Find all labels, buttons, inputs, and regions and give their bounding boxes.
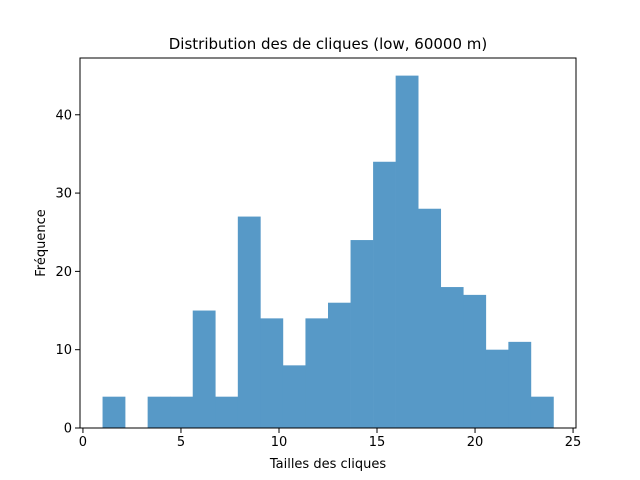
histogram-bar xyxy=(215,396,239,428)
y-tick-label: 40 xyxy=(55,108,72,123)
histogram-bar xyxy=(485,349,509,428)
histogram-bar xyxy=(373,161,396,428)
y-tick-label: 20 xyxy=(55,265,72,280)
chart-title: Distribution des de cliques (low, 60000 … xyxy=(169,35,488,53)
histogram-bar xyxy=(192,310,216,428)
histogram-bar xyxy=(102,396,126,428)
x-tick-label: 10 xyxy=(271,435,288,450)
histogram-bar xyxy=(305,318,329,428)
bars-group xyxy=(102,75,554,429)
histogram-bar xyxy=(260,318,284,428)
histogram-bar xyxy=(170,396,194,428)
x-tick-label: 0 xyxy=(79,435,87,450)
x-tick-label: 25 xyxy=(565,435,582,450)
histogram-bar xyxy=(328,302,351,428)
histogram-bar xyxy=(147,396,171,428)
y-axis-ticks: 0 10 20 30 40 xyxy=(55,108,80,437)
y-tick-label: 10 xyxy=(55,343,72,358)
y-tick-label: 30 xyxy=(55,187,72,202)
y-axis-label: Fréquence xyxy=(34,209,49,276)
histogram-bar xyxy=(395,75,419,429)
x-tick-label: 15 xyxy=(369,435,386,450)
histogram-bar xyxy=(237,216,261,428)
histogram-bar xyxy=(530,396,554,428)
histogram-bar xyxy=(350,240,374,428)
histogram-bar xyxy=(282,365,306,428)
histogram-bar xyxy=(440,287,464,428)
histogram-bar xyxy=(418,208,442,428)
y-tick-label: 0 xyxy=(64,422,72,437)
histogram-bar xyxy=(508,341,532,428)
x-axis-ticks: 0 5 10 15 20 25 xyxy=(79,428,582,450)
histogram-bar xyxy=(463,294,487,428)
x-axis-label: Tailles des cliques xyxy=(269,457,387,472)
plot-frame xyxy=(79,57,577,429)
x-tick-label: 20 xyxy=(467,435,484,450)
x-tick-label: 5 xyxy=(177,435,185,450)
